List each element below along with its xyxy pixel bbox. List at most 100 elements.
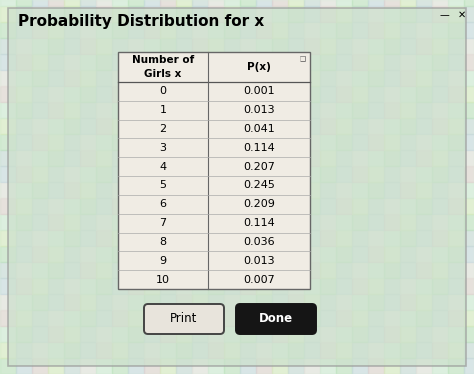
Bar [256,38,272,54]
Bar [336,70,352,86]
Bar [368,86,384,102]
Bar [384,326,400,342]
Bar [48,246,64,262]
Bar [352,310,368,326]
Bar [272,278,288,294]
Bar [80,166,96,182]
Bar [0,0,16,6]
Bar [16,118,32,134]
Bar [288,166,304,182]
FancyBboxPatch shape [118,52,310,289]
Text: 8: 8 [159,237,166,247]
Bar [32,358,48,374]
Bar [336,358,352,374]
Text: 0.209: 0.209 [243,199,275,209]
Bar [112,22,128,38]
Bar [176,150,192,166]
Bar [96,70,112,86]
Bar [288,230,304,246]
Bar [0,6,16,22]
Bar [128,230,144,246]
Bar [160,230,176,246]
Bar [0,150,16,166]
Bar [320,262,336,278]
Bar [464,150,474,166]
Bar [304,182,320,198]
Bar [304,294,320,310]
Bar [368,214,384,230]
Bar [176,262,192,278]
Bar [64,102,80,118]
Bar [432,310,448,326]
Bar [192,118,208,134]
Bar [240,70,256,86]
Bar [352,102,368,118]
Bar [352,134,368,150]
Bar [96,86,112,102]
Bar [176,342,192,358]
Bar [160,38,176,54]
Bar [224,38,240,54]
Bar [368,198,384,214]
Bar [240,246,256,262]
Bar [256,310,272,326]
Bar [240,278,256,294]
Bar [80,38,96,54]
Bar [112,214,128,230]
Bar [288,22,304,38]
Bar [208,214,224,230]
Bar [368,134,384,150]
Bar [272,342,288,358]
Bar [464,358,474,374]
Bar [448,182,464,198]
Bar [368,102,384,118]
Bar [0,182,16,198]
Bar [400,22,416,38]
Bar [32,86,48,102]
Bar [240,54,256,70]
Bar [96,278,112,294]
Bar [80,102,96,118]
Bar [112,198,128,214]
Bar [304,38,320,54]
Bar [384,86,400,102]
Bar [368,342,384,358]
Bar [176,294,192,310]
Bar [224,22,240,38]
Bar [192,342,208,358]
Bar [0,230,16,246]
Bar [336,118,352,134]
Bar [48,358,64,374]
Bar [336,342,352,358]
Bar [432,22,448,38]
Bar [416,54,432,70]
Bar [464,134,474,150]
Bar [272,230,288,246]
Bar [112,294,128,310]
Bar [416,358,432,374]
Bar [16,326,32,342]
Bar [432,246,448,262]
Bar [16,358,32,374]
Bar [32,54,48,70]
Bar [448,198,464,214]
Bar [64,310,80,326]
Bar [112,134,128,150]
Bar [400,118,416,134]
Bar [368,246,384,262]
Bar [400,0,416,6]
Bar [448,166,464,182]
Bar [288,326,304,342]
Bar [160,262,176,278]
Bar [176,102,192,118]
Bar [64,214,80,230]
Bar [128,198,144,214]
Bar [240,150,256,166]
Bar [176,0,192,6]
Bar [48,54,64,70]
Bar [256,198,272,214]
Bar [304,310,320,326]
Bar [288,182,304,198]
Text: 0.207: 0.207 [243,162,275,172]
Bar [128,150,144,166]
